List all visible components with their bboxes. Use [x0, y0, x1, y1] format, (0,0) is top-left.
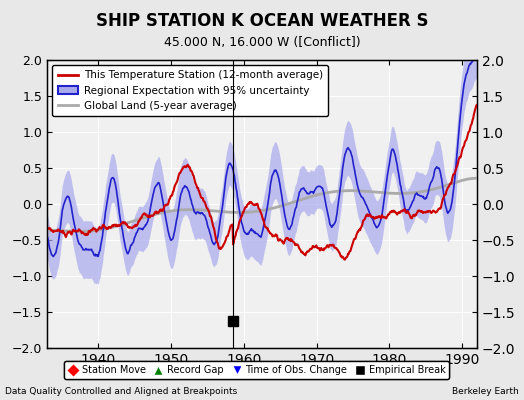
Text: Berkeley Earth: Berkeley Earth [452, 387, 519, 396]
Legend: Station Move, Record Gap, Time of Obs. Change, Empirical Break: Station Move, Record Gap, Time of Obs. C… [64, 361, 449, 379]
Text: SHIP STATION K OCEAN WEATHER S: SHIP STATION K OCEAN WEATHER S [96, 12, 428, 30]
Text: 45.000 N, 16.000 W ([Conflict]): 45.000 N, 16.000 W ([Conflict]) [163, 36, 361, 49]
Text: Data Quality Controlled and Aligned at Breakpoints: Data Quality Controlled and Aligned at B… [5, 387, 237, 396]
Legend: This Temperature Station (12-month average), Regional Expectation with 95% uncer: This Temperature Station (12-month avera… [52, 65, 328, 116]
